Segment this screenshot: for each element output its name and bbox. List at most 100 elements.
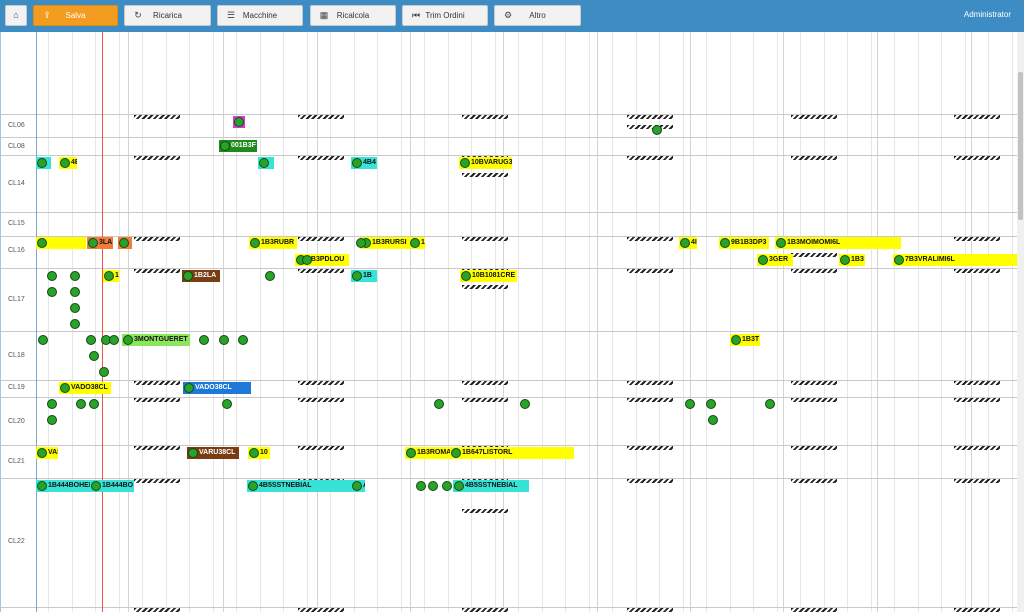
- job-bar[interactable]: 3MONTGUERET: [122, 334, 190, 346]
- status-dot-icon: [461, 271, 471, 281]
- schedule-grid[interactable]: CL06 CL08 CL14 CL15 CL16 CL17 CL18 CL19 CL20 CL21…: [0, 32, 1017, 612]
- status-dot-icon[interactable]: [37, 334, 49, 346]
- job-bar[interactable]: [36, 237, 86, 249]
- recalculate-button[interactable]: ▦ Ricalcola: [310, 5, 396, 26]
- job-bar[interactable]: 1B444BOHEI: [36, 480, 90, 492]
- maintenance-stripe: [791, 269, 837, 273]
- job-bar[interactable]: 1B3ROMA: [405, 447, 455, 459]
- more-button[interactable]: ⚙ Altro: [494, 5, 581, 26]
- job-bar[interactable]: VADO38CL: [183, 382, 251, 394]
- status-dot-icon: [47, 287, 57, 297]
- status-dot-icon[interactable]: [651, 124, 663, 136]
- job-bar[interactable]: 4I: [679, 237, 697, 249]
- status-dot-icon[interactable]: [519, 398, 531, 410]
- status-dot-icon[interactable]: [85, 334, 97, 346]
- status-dot-icon[interactable]: [355, 237, 367, 249]
- job-bar[interactable]: 1: [103, 270, 119, 282]
- job-label: 9B1B3DP3: [731, 239, 767, 246]
- job-bar[interactable]: [233, 116, 245, 128]
- time-gridline: [471, 32, 472, 612]
- save-button[interactable]: ⇪ Salva: [33, 5, 118, 26]
- trim-orders-label: Trim Ordini: [425, 11, 465, 20]
- status-dot-icon[interactable]: [69, 286, 81, 298]
- status-dot-icon[interactable]: [707, 414, 719, 426]
- job-bar[interactable]: 10: [248, 447, 270, 459]
- home-button[interactable]: ⌂: [5, 5, 27, 26]
- status-dot-icon: [356, 238, 366, 248]
- status-dot-icon[interactable]: [69, 270, 81, 282]
- status-dot-icon[interactable]: [88, 350, 100, 362]
- job-bar[interactable]: 1B2LA: [182, 270, 220, 282]
- trim-orders-button[interactable]: ⏮ Trim Ordini: [402, 5, 488, 26]
- job-bar[interactable]: [118, 237, 132, 249]
- job-bar[interactable]: A: [351, 480, 365, 492]
- status-dot-icon[interactable]: [764, 398, 776, 410]
- scrollbar-thumb[interactable]: [1018, 72, 1023, 220]
- user-name[interactable]: Administrator: [963, 10, 1011, 19]
- status-dot-icon: [89, 399, 99, 409]
- job-bar[interactable]: 1B3RURSI: [360, 237, 410, 249]
- time-gridline: [166, 32, 167, 612]
- job-bar[interactable]: 1B3: [839, 254, 865, 266]
- machine-label-cl21: CL21: [8, 458, 25, 465]
- status-dot-icon: [434, 399, 444, 409]
- machines-button[interactable]: ☰ Macchine: [217, 5, 303, 26]
- job-bar[interactable]: 1B647LISTORL: [450, 447, 574, 459]
- machines-label: Macchine: [242, 11, 278, 20]
- status-dot-icon[interactable]: [98, 366, 110, 378]
- status-dot-icon[interactable]: [46, 286, 58, 298]
- status-dot-icon: [70, 319, 80, 329]
- vertical-scrollbar[interactable]: [1017, 32, 1024, 612]
- job-bar[interactable]: 10BVARUG3: [459, 157, 512, 169]
- status-dot-icon[interactable]: [221, 398, 233, 410]
- reload-button[interactable]: ↻ Ricarica: [124, 5, 211, 26]
- status-dot-icon[interactable]: [198, 334, 210, 346]
- job-bar[interactable]: VADO38CL: [59, 382, 111, 394]
- job-bar[interactable]: 001B3F: [219, 140, 257, 152]
- job-bar[interactable]: 3LA: [87, 237, 113, 249]
- job-bar[interactable]: VAD: [36, 447, 58, 459]
- status-dot-icon[interactable]: [218, 334, 230, 346]
- time-gridline: [1012, 32, 1013, 612]
- job-bar[interactable]: [36, 157, 51, 169]
- status-dot-icon[interactable]: [108, 334, 120, 346]
- job-bar[interactable]: 4B4: [351, 157, 377, 169]
- status-dot-icon[interactable]: [433, 398, 445, 410]
- status-dot-icon[interactable]: [46, 270, 58, 282]
- status-dot-icon[interactable]: [705, 398, 717, 410]
- job-bar[interactable]: 1B444BO: [90, 480, 134, 492]
- status-dot-icon[interactable]: [264, 270, 276, 282]
- maintenance-stripe: [954, 269, 1000, 273]
- status-dot-icon[interactable]: [684, 398, 696, 410]
- status-dot-icon[interactable]: [75, 398, 87, 410]
- job-bar[interactable]: 7B3VRALIMI6L: [893, 254, 1017, 266]
- status-dot-icon[interactable]: [46, 398, 58, 410]
- job-bar[interactable]: 1B3MOIMOMI6L: [775, 237, 901, 249]
- job-bar[interactable]: 4E: [59, 157, 77, 169]
- job-bar[interactable]: 1: [409, 237, 425, 249]
- job-bar[interactable]: 1B: [351, 270, 377, 282]
- job-bar[interactable]: VARU38CL: [187, 447, 239, 459]
- job-bar[interactable]: 10B1081CRE: [460, 270, 517, 282]
- job-bar[interactable]: 3GER: [757, 254, 793, 266]
- status-dot-icon[interactable]: [46, 414, 58, 426]
- status-dot-icon[interactable]: [69, 302, 81, 314]
- job-label: 3LA: [99, 239, 113, 246]
- job-bar[interactable]: 4B5SSTNEBIAL: [453, 480, 529, 492]
- status-dot-icon[interactable]: [69, 318, 81, 330]
- job-bar[interactable]: 1B3RUBR: [249, 237, 297, 249]
- maintenance-stripe: [298, 237, 344, 241]
- status-dot-icon[interactable]: [301, 254, 313, 266]
- job-bar[interactable]: [258, 157, 274, 169]
- job-bar[interactable]: 4B5SSTNEBIAL: [247, 480, 351, 492]
- status-dot-icon[interactable]: [415, 480, 427, 492]
- time-gridline: [988, 32, 989, 612]
- status-dot-icon[interactable]: [88, 398, 100, 410]
- job-bar[interactable]: 9B1B3DP3: [719, 237, 769, 249]
- job-bar[interactable]: [269, 116, 273, 128]
- job-bar[interactable]: 1B3T: [730, 334, 760, 346]
- status-dot-icon[interactable]: [237, 334, 249, 346]
- day-separator: [971, 32, 972, 612]
- status-dot-icon[interactable]: [441, 480, 453, 492]
- status-dot-icon[interactable]: [427, 480, 439, 492]
